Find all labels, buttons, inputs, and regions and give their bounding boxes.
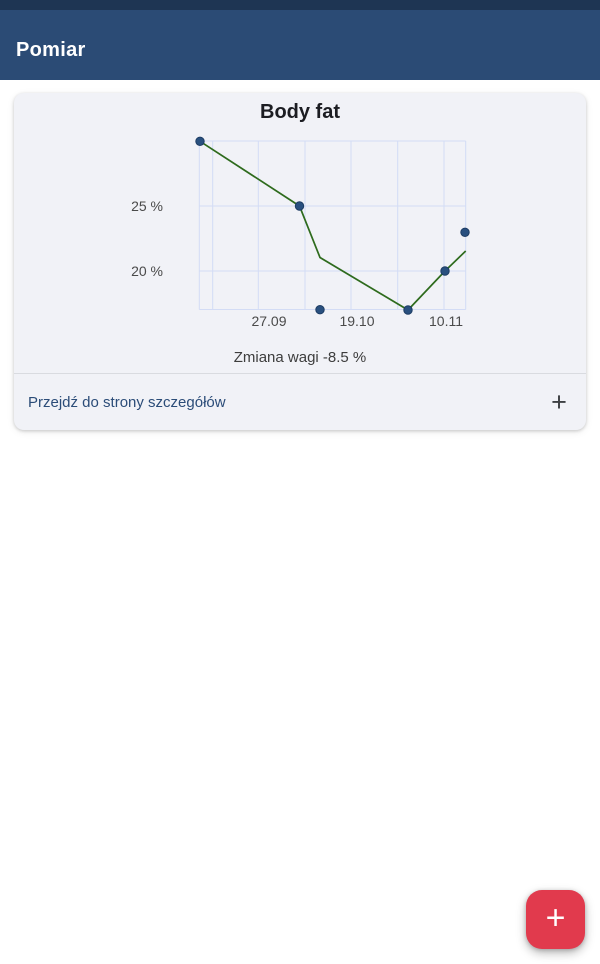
chart-data-point[interactable] [315,305,325,315]
page-title: Pomiar [16,39,86,61]
chart-x-tick-label: 19.10 [339,313,374,329]
chart-x-tick-label: 10.11 [429,313,463,329]
body-fat-chart: 25 % 20 % 27.09 19.10 10.11 [131,136,470,329]
chart-y-tick-label: 20 % [131,263,163,279]
chart-data-point[interactable] [403,305,413,315]
chart-x-tick-label: 27.09 [251,313,286,329]
chart-data-point[interactable] [460,227,470,238]
chart-trend-line [199,140,467,312]
chart-data-point[interactable] [195,136,205,146]
card-divider [14,373,586,374]
details-link[interactable]: Przejdź do strony szczegółów [28,393,226,411]
add-measurement-fab[interactable]: + [526,890,585,949]
measurement-card: Body fat 25 % 20 % 27.09 19.10 10.11 Zmiana … [14,93,586,430]
weight-change-annotation: Zmiana wagi -8.5 % [233,349,367,366]
chart-y-tick-label: 25 % [131,198,163,214]
add-icon[interactable]: + [551,386,567,417]
status-bar [0,0,600,10]
plus-icon: + [545,899,566,937]
chart-title: Body fat [260,101,340,123]
details-footer[interactable]: Przejdź do strony szczegółów + [14,374,586,430]
app-header: Pomiar [0,10,600,80]
chart-data-point[interactable] [440,266,450,276]
chart-data-point[interactable] [294,201,305,211]
